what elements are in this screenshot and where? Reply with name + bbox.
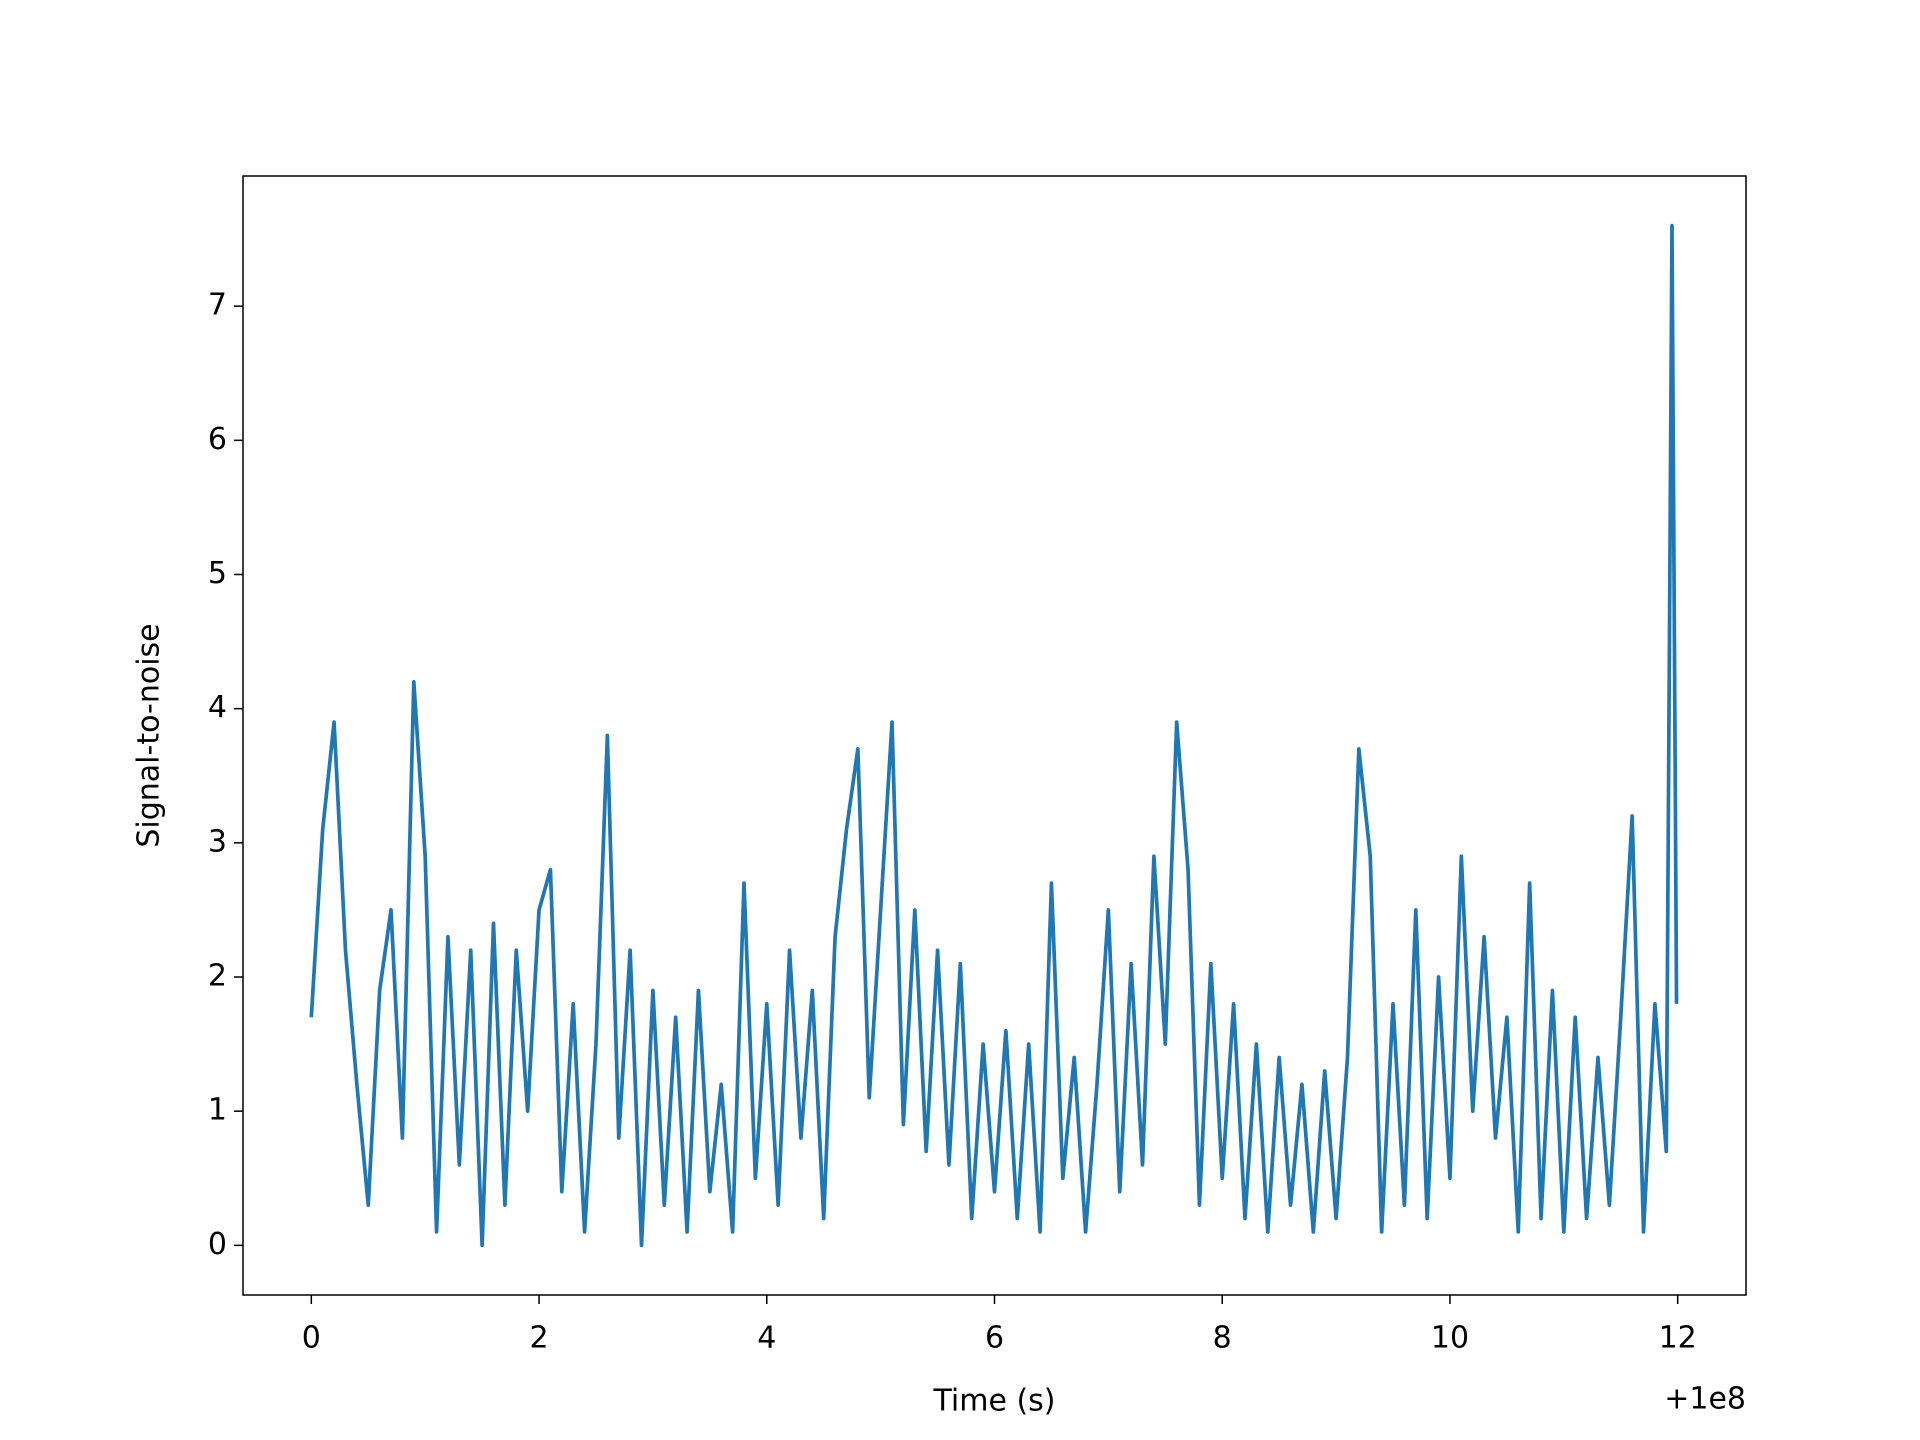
y-tick-label: 4 xyxy=(208,690,227,725)
y-tick-label: 3 xyxy=(208,824,227,859)
y-tick-label: 2 xyxy=(208,959,227,994)
x-offset-label: +1e8 xyxy=(1664,1382,1746,1417)
x-tick-label: 8 xyxy=(1213,1321,1232,1356)
plot-frame xyxy=(242,175,1747,1296)
x-tick-label: 12 xyxy=(1659,1321,1697,1356)
x-tick-label: 4 xyxy=(757,1321,776,1356)
y-tick-label: 1 xyxy=(208,1093,227,1128)
x-tick-label: 2 xyxy=(529,1321,548,1356)
line-series xyxy=(309,223,1679,1248)
x-axis-label: Time (s) xyxy=(933,1384,1056,1419)
y-tick-label: 6 xyxy=(208,422,227,457)
y-tick-label: 0 xyxy=(208,1227,227,1262)
x-tick-label: 6 xyxy=(985,1321,1004,1356)
y-tick-label: 5 xyxy=(208,556,227,591)
y-axis-label: Signal-to-noise xyxy=(132,623,167,847)
x-tick-label: 10 xyxy=(1431,1321,1469,1356)
x-tick-label: 0 xyxy=(302,1321,321,1356)
y-tick-label: 7 xyxy=(208,288,227,323)
